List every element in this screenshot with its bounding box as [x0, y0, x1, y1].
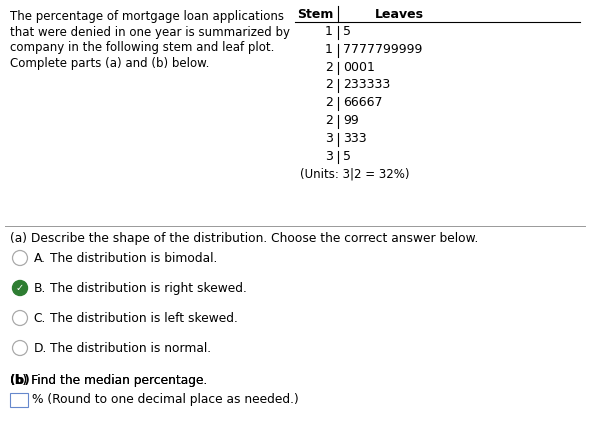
Text: 2: 2: [325, 114, 333, 127]
Text: % (Round to one decimal place as needed.): % (Round to one decimal place as needed.…: [32, 393, 299, 406]
Text: 2: 2: [325, 61, 333, 74]
Circle shape: [12, 341, 28, 355]
FancyBboxPatch shape: [10, 393, 28, 407]
Text: 99: 99: [343, 114, 359, 127]
Text: company in the following stem and leaf plot.: company in the following stem and leaf p…: [10, 41, 274, 54]
Text: 5: 5: [343, 150, 351, 163]
Text: (Units: 3|2 = 32%): (Units: 3|2 = 32%): [300, 167, 409, 181]
Text: Complete parts (a) and (b) below.: Complete parts (a) and (b) below.: [10, 57, 209, 69]
Text: ✓: ✓: [16, 283, 24, 293]
Text: 66667: 66667: [343, 96, 382, 109]
Text: The distribution is right skewed.: The distribution is right skewed.: [50, 282, 247, 295]
Text: B.: B.: [34, 282, 46, 295]
Text: The percentage of mortgage loan applications: The percentage of mortgage loan applicat…: [10, 10, 284, 23]
Text: The distribution is left skewed.: The distribution is left skewed.: [50, 312, 237, 325]
Text: that were denied in one year is summarized by: that were denied in one year is summariz…: [10, 25, 290, 38]
Text: 3: 3: [325, 150, 333, 163]
Text: 2: 2: [325, 78, 333, 92]
Circle shape: [12, 251, 28, 266]
Text: (b) Find the median percentage.: (b) Find the median percentage.: [10, 374, 207, 387]
Text: 3: 3: [325, 132, 333, 145]
Circle shape: [12, 310, 28, 326]
Text: 233333: 233333: [343, 78, 390, 92]
Text: (b): (b): [10, 374, 30, 387]
Text: Leaves: Leaves: [375, 8, 424, 21]
Text: 5: 5: [343, 25, 351, 38]
Text: 2: 2: [325, 96, 333, 109]
Text: 1: 1: [325, 43, 333, 56]
Text: 0001: 0001: [343, 61, 375, 74]
Text: 7777799999: 7777799999: [343, 43, 422, 56]
Text: A.: A.: [34, 252, 45, 265]
Text: (a) Describe the shape of the distribution. Choose the correct answer below.: (a) Describe the shape of the distributi…: [10, 232, 478, 245]
Text: D.: D.: [34, 342, 47, 355]
Text: The distribution is bimodal.: The distribution is bimodal.: [50, 252, 217, 265]
Text: C.: C.: [34, 312, 46, 325]
Circle shape: [12, 280, 28, 296]
Text: The distribution is normal.: The distribution is normal.: [50, 342, 211, 355]
Text: (b) Find the median percentage.: (b) Find the median percentage.: [10, 374, 207, 387]
Text: 333: 333: [343, 132, 366, 145]
Text: 1: 1: [325, 25, 333, 38]
Text: Stem: Stem: [297, 8, 333, 21]
